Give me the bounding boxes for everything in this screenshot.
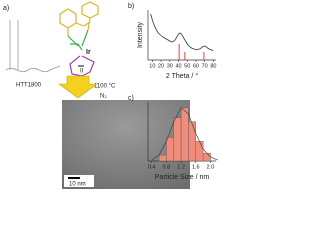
- x-tick-label: 1.6: [192, 164, 200, 170]
- arrow: [58, 75, 98, 99]
- x-tick-label: 70: [202, 63, 208, 69]
- x-tick-label: 10: [149, 63, 155, 69]
- x-axis-label: Particle Size / nm: [155, 174, 210, 181]
- charts: b) 10 20 30 40 50 60 70 80 2 Theta / ° Intensity c)…: [128, 3, 218, 181]
- bar: [173, 117, 182, 162]
- polymer-label: HTT1800: [16, 83, 42, 89]
- bar: [202, 152, 211, 162]
- x-tick-label: 2.0: [207, 164, 215, 170]
- temperature-label: 1100 °C: [94, 84, 116, 90]
- molecule: [5, 1, 99, 77]
- bar: [158, 154, 167, 162]
- x-tick-label: 30: [167, 63, 173, 69]
- bar: [166, 137, 174, 162]
- x-tick-label: 0.8: [163, 164, 171, 170]
- scale-label: 10 nm: [69, 182, 86, 188]
- x-tick-label: 40: [175, 63, 181, 69]
- xrd-curve: [150, 13, 214, 51]
- x-tick-label: 1.2: [177, 164, 185, 170]
- y-axis-label: Intensity: [137, 21, 144, 48]
- fit-curve: [151, 107, 218, 161]
- bar: [180, 107, 189, 162]
- atmosphere-label: N₂: [100, 94, 107, 100]
- bar: [195, 141, 204, 162]
- x-tick-label: 60: [193, 63, 199, 69]
- figure: a) Ir II HTT1800 1100 °C N₂ 10 nm b) 10 20…: [3, 1, 218, 189]
- x-tick-label: 20: [158, 63, 164, 69]
- metal-label: Ir: [86, 49, 91, 56]
- x-tick-label: 0.4: [148, 164, 156, 170]
- x-axis-label: 2 Theta / °: [166, 72, 198, 80]
- panel-label: b): [128, 3, 134, 10]
- x-tick-label: 50: [184, 63, 190, 69]
- x-tick-label: 80: [210, 63, 216, 69]
- panel-label: c): [128, 95, 134, 102]
- bar: [188, 121, 196, 162]
- ligand-label: II: [80, 69, 84, 75]
- panel-label: a): [3, 5, 9, 12]
